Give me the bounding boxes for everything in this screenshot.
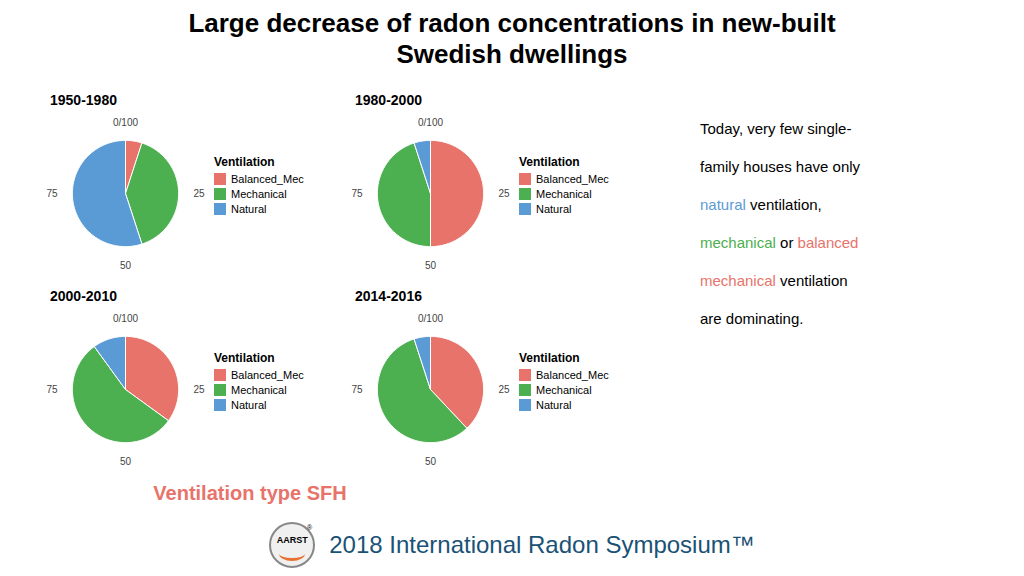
html-text:are dominating.: are dominating. [700, 310, 804, 327]
html-text:2000-2010: 2000-2010 [50, 288, 117, 304]
html-text:mechanical or balanced: mechanical or balanced [700, 234, 859, 251]
html-text:1980-2000: 1980-2000 [355, 92, 422, 108]
html-text:Mechanical: Mechanical [231, 384, 287, 396]
svg-text:25: 25 [194, 384, 206, 395]
svg-text:0/100: 0/100 [113, 313, 138, 324]
html-text:2018 International Radon Sympo: 2018 International Radon Symposium™ [329, 531, 755, 558]
svg-text:0/100: 0/100 [418, 313, 443, 324]
html-text:Balanced_Mec: Balanced_Mec [231, 369, 304, 381]
svg-text:75: 75 [351, 188, 363, 199]
html-text:Ventilation: Ventilation [519, 351, 580, 365]
html-text:family houses have only: family houses have only [700, 158, 861, 175]
svg-text:50: 50 [120, 456, 132, 467]
html-text:Balanced_Mec: Balanced_Mec [231, 173, 304, 185]
html-text:Swedish dwellings: Swedish dwellings [396, 39, 628, 69]
svg-text:0/100: 0/100 [113, 117, 138, 128]
html-text:Natural: Natural [536, 203, 572, 215]
svg-text:25: 25 [499, 384, 511, 395]
html-text:Mechanical: Mechanical [536, 188, 592, 200]
svg-text:75: 75 [46, 188, 58, 199]
svg-text:0/100: 0/100 [418, 117, 443, 128]
html-text:Mechanical: Mechanical [536, 384, 592, 396]
html-text:2014-2016: 2014-2016 [355, 288, 422, 304]
svg-text:50: 50 [425, 260, 437, 271]
html-text:Large decrease of radon concen: Large decrease of radon concentrations i… [188, 8, 836, 38]
html-text:Natural: Natural [231, 203, 267, 215]
svg-text:75: 75 [46, 384, 58, 395]
html-text:Ventilation type SFH: Ventilation type SFH [153, 482, 347, 504]
html-text:Balanced_Mec: Balanced_Mec [536, 173, 609, 185]
html-text:Ventilation: Ventilation [519, 155, 580, 169]
html-text:Today, very few single-: Today, very few single- [700, 120, 852, 137]
svg-text:50: 50 [120, 260, 132, 271]
html-text:Mechanical: Mechanical [231, 188, 287, 200]
html-text:Natural: Natural [536, 399, 572, 411]
html-text:Natural: Natural [231, 399, 267, 411]
svg-text:25: 25 [499, 188, 511, 199]
svg-text:25: 25 [194, 188, 206, 199]
html-text:natural ventilation,: natural ventilation, [700, 196, 822, 213]
html-text:1950-1980: 1950-1980 [50, 92, 117, 108]
svg-text:50: 50 [425, 456, 437, 467]
html-text:mechanical ventilation: mechanical ventilation [700, 272, 848, 289]
html-text:AARST: AARST [276, 535, 308, 545]
html-text:Balanced_Mec: Balanced_Mec [536, 369, 609, 381]
html-text:Ventilation: Ventilation [214, 155, 275, 169]
svg-text:75: 75 [351, 384, 363, 395]
html-text:Ventilation: Ventilation [214, 351, 275, 365]
